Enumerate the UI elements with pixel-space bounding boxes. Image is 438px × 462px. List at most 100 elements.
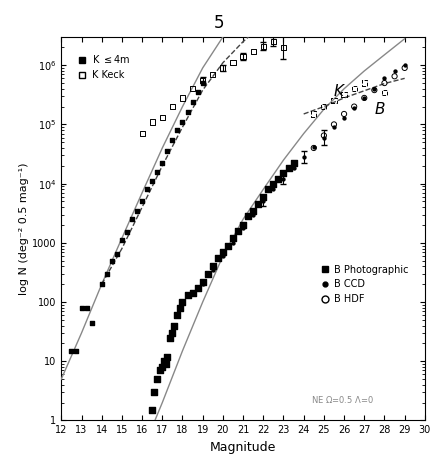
Point xyxy=(161,358,168,365)
Point xyxy=(219,252,226,260)
Point xyxy=(151,389,158,396)
Point xyxy=(240,53,247,60)
Point xyxy=(169,103,176,110)
Point xyxy=(209,266,216,274)
Point xyxy=(250,207,257,214)
Point xyxy=(138,435,145,442)
Point xyxy=(240,224,247,231)
Point xyxy=(144,422,151,430)
Point xyxy=(361,79,368,87)
Point xyxy=(270,180,277,187)
Point xyxy=(154,375,161,383)
Point xyxy=(204,270,211,278)
Point xyxy=(230,59,237,67)
Point xyxy=(148,406,155,413)
Point xyxy=(199,280,206,288)
Point xyxy=(103,270,110,278)
Point xyxy=(285,165,292,172)
Point xyxy=(260,193,267,201)
Point xyxy=(179,118,186,126)
Point xyxy=(265,186,272,193)
Point xyxy=(169,136,176,144)
Point xyxy=(230,234,237,242)
Point xyxy=(78,304,85,311)
Point xyxy=(381,89,388,96)
Text: 5: 5 xyxy=(214,14,224,32)
Point xyxy=(230,239,237,247)
Point xyxy=(250,211,257,218)
Point xyxy=(275,175,282,182)
Point xyxy=(199,278,206,286)
Point xyxy=(154,168,161,175)
Point xyxy=(189,290,196,297)
Point xyxy=(245,213,252,220)
Point xyxy=(163,360,170,368)
Point xyxy=(98,280,105,288)
Point xyxy=(144,186,151,193)
Point xyxy=(280,44,287,51)
Point xyxy=(401,61,408,69)
Point xyxy=(174,127,181,134)
Point xyxy=(194,89,201,96)
Point xyxy=(219,248,226,255)
Point xyxy=(174,311,181,319)
Point xyxy=(179,94,186,102)
Point xyxy=(341,114,348,122)
Point xyxy=(250,48,257,55)
Point xyxy=(167,334,174,341)
Point xyxy=(320,134,327,141)
Point xyxy=(381,79,388,87)
Point xyxy=(320,103,327,110)
Point xyxy=(189,98,196,106)
Point xyxy=(113,250,120,258)
Point xyxy=(391,67,398,75)
Point xyxy=(179,298,186,306)
Point xyxy=(83,304,90,311)
Point xyxy=(280,175,287,182)
Point xyxy=(260,198,267,205)
Point xyxy=(159,160,166,167)
Text: K: K xyxy=(334,84,344,99)
Point xyxy=(177,304,184,311)
Point xyxy=(361,94,368,102)
Point xyxy=(320,132,327,139)
Point xyxy=(184,292,191,299)
Point xyxy=(199,79,206,87)
Y-axis label: log N (deg⁻² 0.5 mag⁻¹): log N (deg⁻² 0.5 mag⁻¹) xyxy=(19,163,29,295)
Point xyxy=(270,38,277,45)
Point xyxy=(134,207,141,214)
Point xyxy=(371,85,378,92)
Point xyxy=(128,216,135,223)
Point xyxy=(224,242,231,249)
Point xyxy=(341,110,348,118)
Point xyxy=(68,347,75,354)
Point xyxy=(361,94,368,102)
Legend: B Photographic, B CCD, B HDF: B Photographic, B CCD, B HDF xyxy=(316,261,413,308)
X-axis label: Magnitude: Magnitude xyxy=(210,441,276,454)
Point xyxy=(310,143,317,151)
Text: B: B xyxy=(374,102,385,117)
Point xyxy=(300,153,307,161)
Point xyxy=(234,227,241,234)
Point xyxy=(381,75,388,82)
Point xyxy=(240,221,247,229)
Point xyxy=(255,201,262,208)
Point xyxy=(310,110,317,118)
Text: NE $\Omega$=0.5 $\Lambda$=0: NE $\Omega$=0.5 $\Lambda$=0 xyxy=(311,394,374,405)
Point xyxy=(189,85,196,92)
Point xyxy=(108,257,115,264)
Point xyxy=(330,123,337,131)
Point xyxy=(148,118,155,126)
Point xyxy=(209,71,216,78)
Point xyxy=(194,285,201,292)
Point xyxy=(310,144,317,152)
Point xyxy=(214,255,221,262)
Point xyxy=(330,121,337,128)
Point xyxy=(159,114,166,122)
Point xyxy=(219,64,226,72)
Point xyxy=(351,103,358,110)
Point xyxy=(351,104,358,112)
Point xyxy=(124,229,131,236)
Point xyxy=(330,97,337,104)
Point xyxy=(138,198,145,205)
